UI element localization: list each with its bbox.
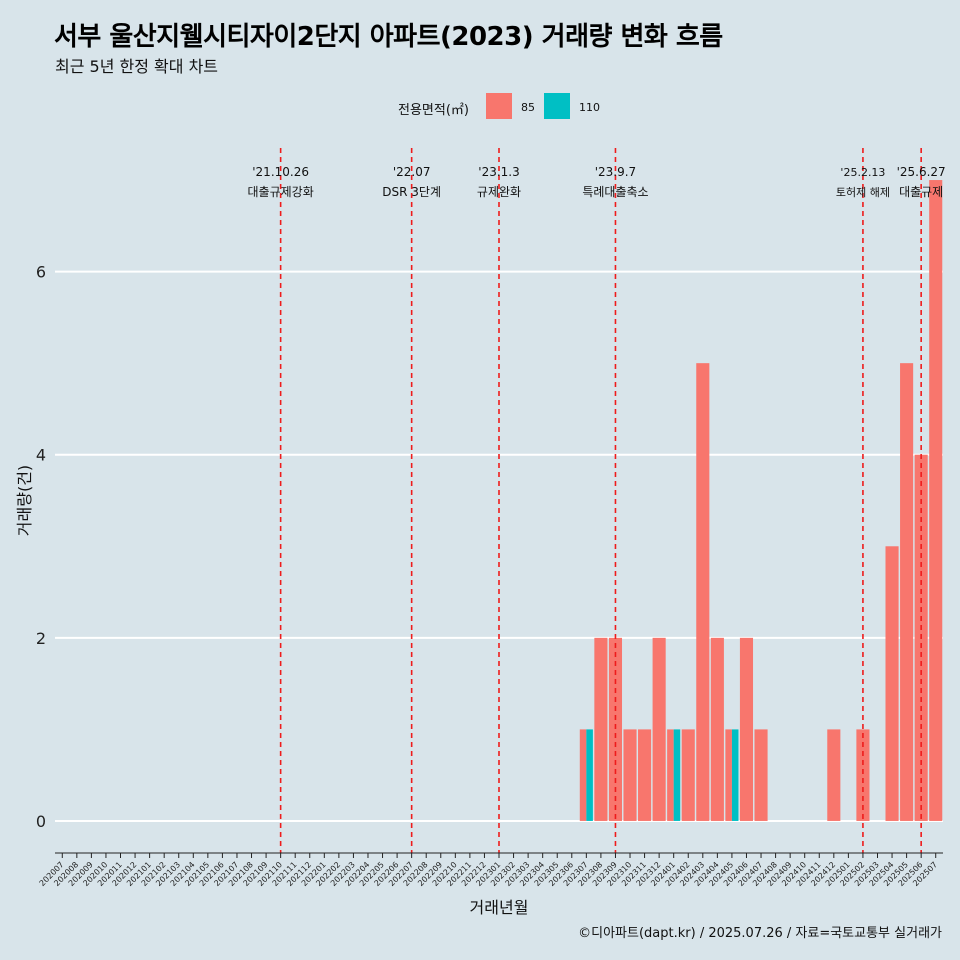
- y-tick-label: 6: [36, 263, 46, 282]
- y-axis-title: 거래량(건): [15, 465, 34, 536]
- bar: [608, 637, 623, 821]
- event-name-label: DSR 3단계: [382, 185, 441, 199]
- y-tick-label: 2: [36, 629, 46, 648]
- bar: [731, 729, 739, 821]
- bar: [594, 637, 608, 821]
- bar: [586, 729, 593, 821]
- bar: [739, 637, 754, 821]
- bar: [885, 546, 899, 821]
- bar: [673, 729, 681, 821]
- x-axis-title: 거래년월: [470, 898, 529, 917]
- bar: [710, 637, 724, 821]
- bar: [929, 180, 943, 821]
- bar: [638, 729, 652, 821]
- event-date-label: '23.1.3: [478, 165, 519, 179]
- legend-title: 전용면적(㎡): [398, 103, 469, 118]
- y-tick-label: 4: [36, 446, 46, 465]
- event-name-label: 대출규제강화: [248, 185, 314, 199]
- bar: [856, 729, 870, 821]
- bar: [827, 729, 841, 821]
- bar: [725, 729, 732, 821]
- y-tick-label: 0: [36, 812, 46, 831]
- legend-key-110: [544, 93, 570, 119]
- event-date-label: '22.07: [393, 165, 431, 179]
- source-caption: ©디아파트(dapt.kr) / 2025.07.26 / 자료=국토교통부 실…: [578, 926, 942, 941]
- event-name-label: 규제완화: [477, 185, 521, 199]
- bar: [696, 363, 710, 821]
- event-date-label: '23.9.7: [595, 165, 636, 179]
- legend-key-85: [486, 93, 512, 119]
- chart-title: 서부 울산지웰시티자이2단지 아파트(2023) 거래량 변화 흐름: [54, 22, 723, 52]
- legend-label-85: 85: [521, 101, 535, 114]
- bar: [900, 363, 914, 821]
- event-date-label: '21.10.26: [252, 165, 309, 179]
- bar: [681, 729, 695, 821]
- event-name-label: 토허제 해제: [836, 185, 890, 199]
- chart-subtitle: 최근 5년 한정 확대 차트: [55, 57, 219, 76]
- bar: [667, 729, 674, 821]
- legend-label-110: 110: [579, 101, 600, 114]
- event-date-label: '25.2.13: [840, 166, 885, 179]
- bar: [652, 637, 666, 821]
- event-name-label: 특례대출축소: [582, 185, 648, 199]
- event-date-label: '25.6.27: [897, 165, 946, 179]
- bar: [579, 729, 587, 821]
- bar: [754, 729, 768, 821]
- legend: 전용면적(㎡) 85 110: [0, 93, 960, 121]
- bar: [623, 729, 637, 821]
- event-name-label: 대출규제: [899, 185, 943, 199]
